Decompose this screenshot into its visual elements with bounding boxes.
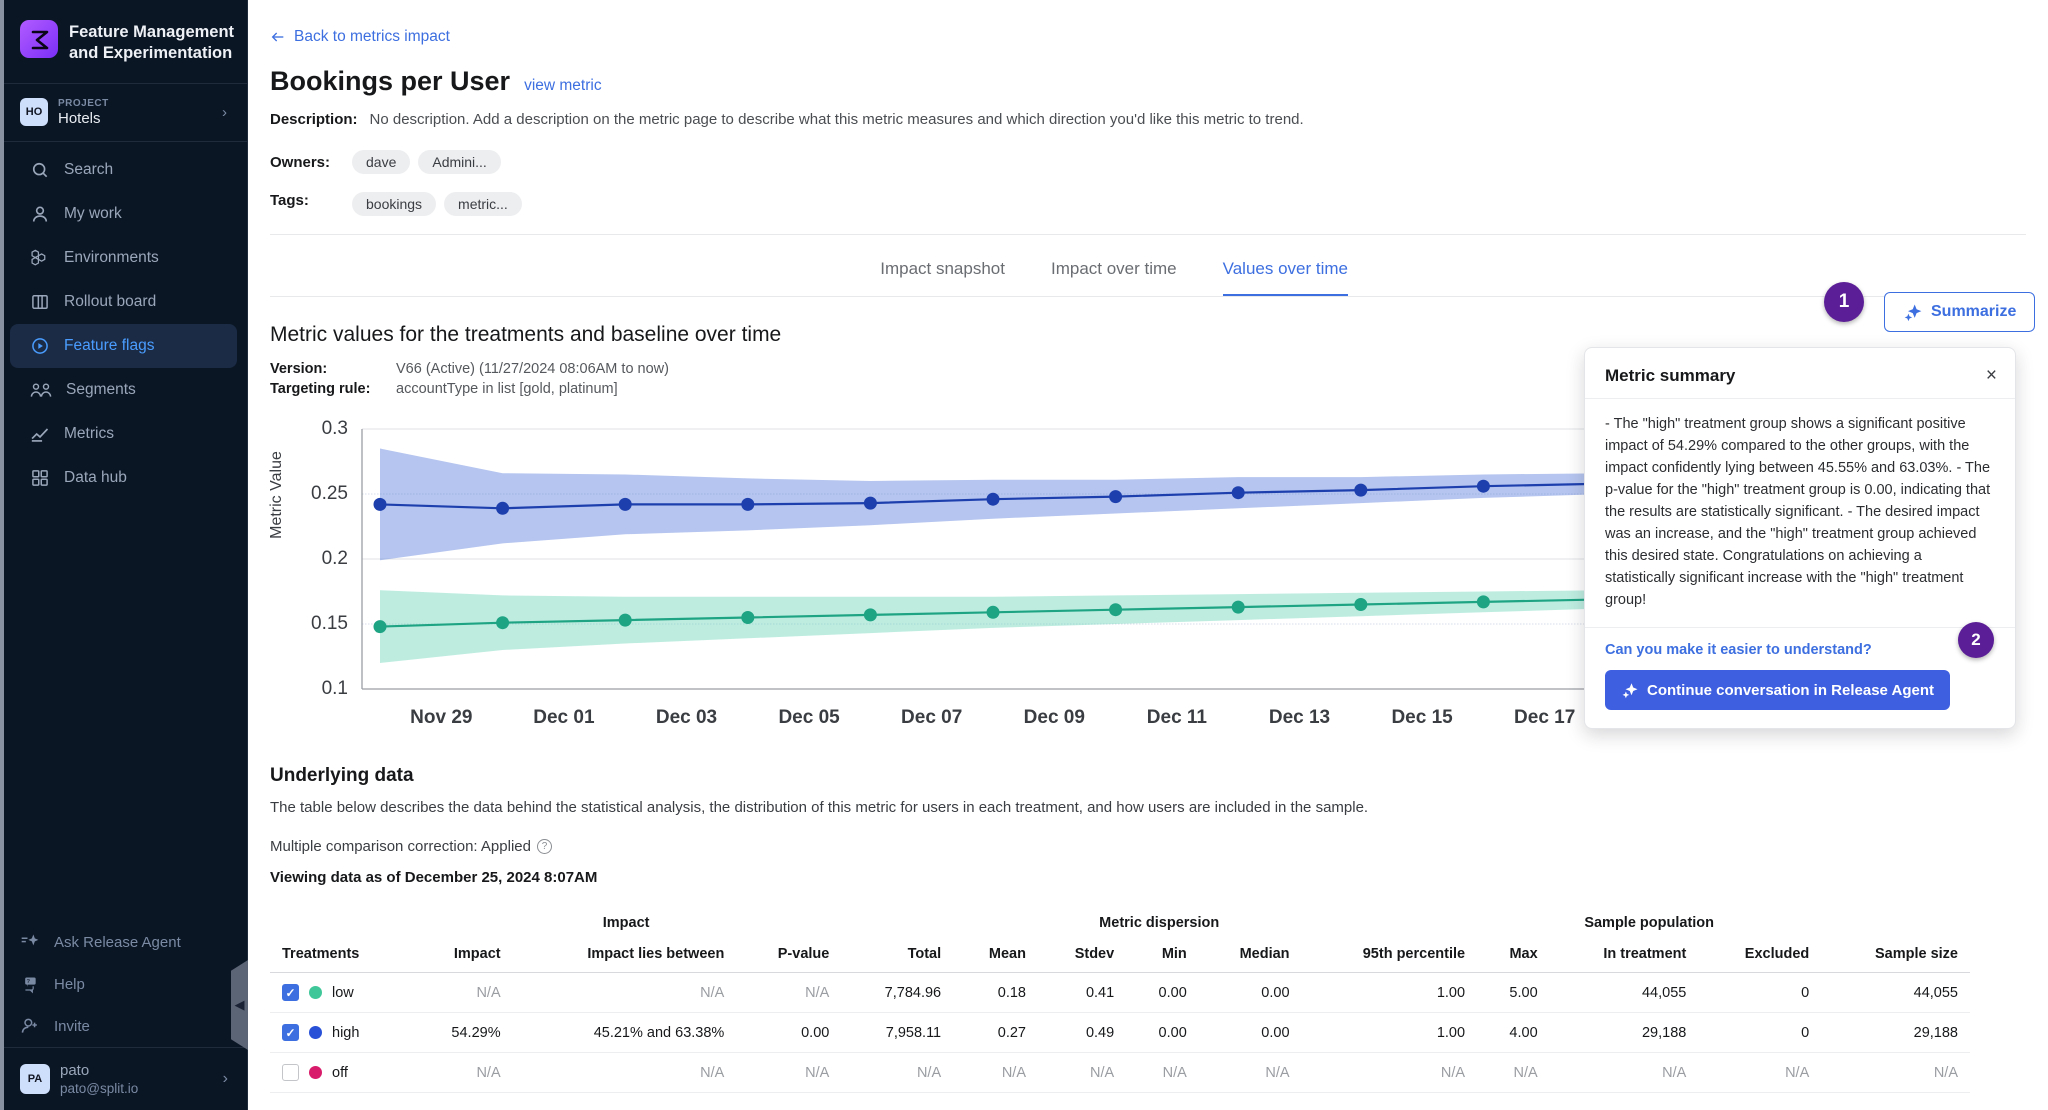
svg-text:0.1: 0.1 [322, 678, 348, 699]
svg-text:0.3: 0.3 [322, 418, 348, 439]
svg-text:Dec 01: Dec 01 [533, 707, 595, 728]
svg-text:Nov 29: Nov 29 [410, 707, 472, 728]
svg-text:Dec 05: Dec 05 [778, 707, 840, 728]
svg-text:Dec 13: Dec 13 [1269, 707, 1330, 728]
svg-text:Dec 03: Dec 03 [656, 707, 717, 728]
svg-text:Dec 09: Dec 09 [1024, 707, 1085, 728]
svg-text:?: ? [27, 979, 31, 985]
svg-text:Dec 07: Dec 07 [901, 707, 962, 728]
svg-text:0.15: 0.15 [311, 613, 348, 634]
svg-text:Dec 17: Dec 17 [1514, 707, 1575, 728]
svg-text:0.25: 0.25 [311, 483, 348, 504]
svg-text:0.2: 0.2 [322, 548, 348, 569]
svg-text:Dec 15: Dec 15 [1391, 707, 1453, 728]
svg-text:Dec 11: Dec 11 [1147, 707, 1208, 728]
